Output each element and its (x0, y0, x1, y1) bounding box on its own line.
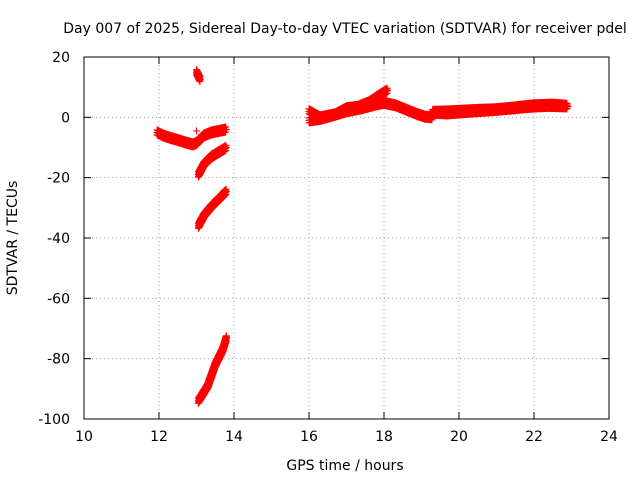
series-track-g (194, 332, 230, 407)
plot-frame (83, 56, 610, 420)
series-track-b (193, 66, 204, 85)
data-point (223, 144, 230, 151)
y-tick-label: -80 (47, 352, 70, 368)
series-track-i (305, 96, 437, 127)
data-point (223, 125, 230, 133)
data-point (384, 86, 392, 94)
y-tick-label: -20 (47, 171, 70, 187)
series-track-e (194, 141, 230, 181)
series-track-f (194, 185, 230, 232)
x-tick-label: 16 (300, 429, 318, 445)
data-point (193, 127, 200, 135)
data-point (196, 76, 204, 84)
x-tick-label: 22 (525, 429, 543, 445)
x-tick-label: 14 (225, 429, 243, 445)
x-tick-label: 24 (600, 429, 618, 445)
y-tick-label: 20 (52, 50, 70, 66)
x-tick-label: 18 (375, 429, 393, 445)
axis-ticks: 10 12 14 16 18 20 22 24 -100 -80 -60 -40 -20 0 20 (38, 50, 618, 445)
y-tick-label: -100 (38, 412, 70, 428)
grid (84, 57, 609, 419)
series-track-d (193, 127, 200, 135)
y-tick-label: -60 (47, 291, 70, 307)
data-point (223, 187, 230, 195)
data-point (223, 334, 230, 342)
data-point (564, 102, 572, 110)
y-tick-label: 0 (61, 110, 70, 126)
series-track-c (193, 123, 230, 149)
x-tick-label: 20 (450, 429, 468, 445)
x-tick-label: 12 (150, 429, 168, 445)
y-axis-label: SDTVAR / TECUs (5, 181, 21, 296)
y-tick-label: -40 (47, 231, 70, 247)
x-tick-label: 10 (75, 429, 93, 445)
chart-title: Day 007 of 2025, Sidereal Day-to-day VTE… (63, 21, 627, 37)
data-marks (153, 66, 572, 407)
x-axis-label: GPS time / hours (286, 458, 403, 474)
series-track-k (429, 98, 572, 118)
series-track-a (153, 126, 200, 151)
